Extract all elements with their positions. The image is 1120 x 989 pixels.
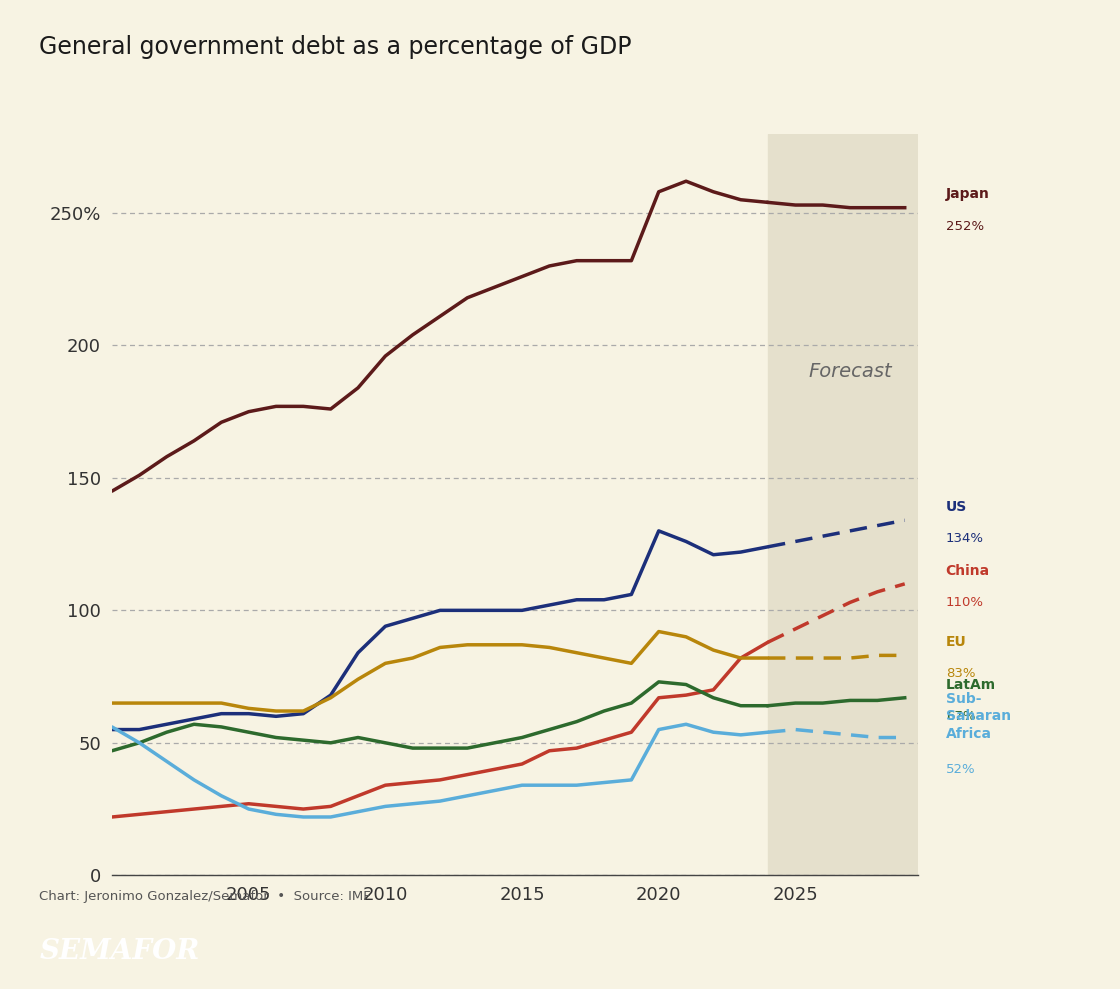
Text: EU: EU bbox=[945, 635, 967, 649]
Text: General government debt as a percentage of GDP: General government debt as a percentage … bbox=[39, 35, 632, 58]
Text: 252%: 252% bbox=[945, 220, 983, 232]
Text: 67%: 67% bbox=[945, 710, 976, 723]
Text: 52%: 52% bbox=[945, 763, 976, 775]
Text: US: US bbox=[945, 500, 967, 514]
Text: Japan: Japan bbox=[945, 188, 990, 202]
Text: 83%: 83% bbox=[945, 668, 976, 680]
Text: LatAm: LatAm bbox=[945, 677, 996, 691]
Text: China: China bbox=[945, 564, 990, 578]
Text: 134%: 134% bbox=[945, 532, 983, 545]
Text: Sub-
Saharan
Africa: Sub- Saharan Africa bbox=[945, 692, 1011, 741]
Text: SEMAFOR: SEMAFOR bbox=[39, 939, 199, 965]
Text: 110%: 110% bbox=[945, 596, 983, 609]
Bar bbox=[768, 134, 918, 875]
Text: Chart: Jeronimo Gonzalez/Semafor  •  Source: IMF: Chart: Jeronimo Gonzalez/Semafor • Sourc… bbox=[39, 890, 371, 903]
Text: Forecast: Forecast bbox=[809, 362, 892, 382]
